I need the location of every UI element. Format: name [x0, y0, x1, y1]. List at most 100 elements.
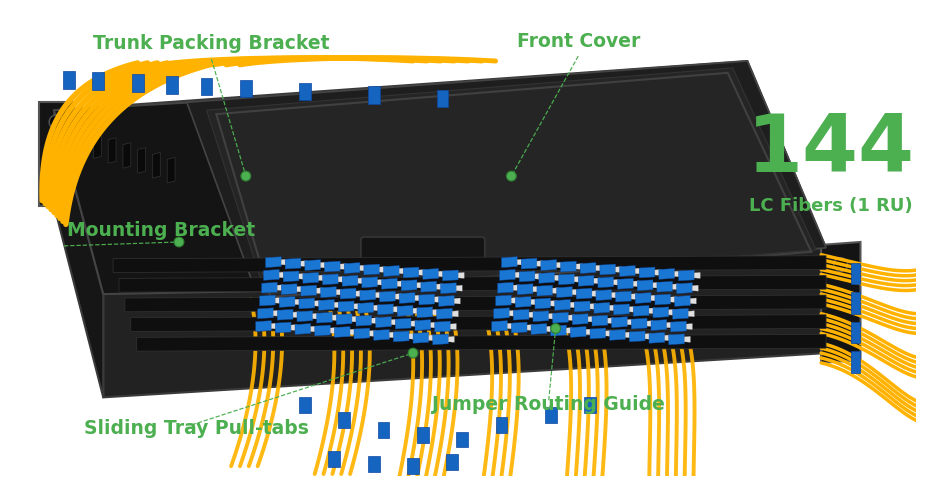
Polygon shape — [513, 309, 529, 320]
Polygon shape — [518, 284, 533, 295]
Polygon shape — [354, 303, 360, 309]
Polygon shape — [417, 282, 423, 288]
Polygon shape — [502, 257, 518, 267]
Polygon shape — [649, 333, 665, 343]
Polygon shape — [340, 264, 346, 269]
Polygon shape — [573, 314, 588, 324]
Bar — [63, 71, 74, 88]
Polygon shape — [423, 268, 439, 279]
Circle shape — [834, 258, 848, 272]
Polygon shape — [519, 271, 535, 282]
Polygon shape — [497, 282, 513, 293]
Polygon shape — [635, 268, 641, 274]
Polygon shape — [276, 322, 291, 333]
Polygon shape — [358, 278, 364, 284]
Polygon shape — [640, 267, 654, 278]
Polygon shape — [511, 322, 527, 333]
Polygon shape — [537, 261, 543, 266]
Polygon shape — [531, 324, 546, 335]
Polygon shape — [668, 309, 675, 315]
Polygon shape — [571, 326, 587, 337]
Polygon shape — [553, 312, 569, 323]
Polygon shape — [39, 102, 74, 205]
Polygon shape — [315, 325, 331, 336]
Polygon shape — [606, 330, 612, 336]
Polygon shape — [356, 315, 371, 326]
Polygon shape — [571, 302, 576, 308]
Polygon shape — [559, 274, 574, 285]
Polygon shape — [598, 277, 614, 288]
Polygon shape — [398, 305, 413, 316]
Polygon shape — [651, 295, 657, 301]
Polygon shape — [370, 330, 376, 336]
Bar — [200, 78, 212, 96]
Polygon shape — [272, 323, 277, 329]
Polygon shape — [301, 261, 307, 266]
Polygon shape — [301, 285, 317, 296]
Polygon shape — [546, 326, 553, 332]
Polygon shape — [360, 265, 366, 271]
Polygon shape — [299, 274, 304, 279]
Bar — [132, 74, 143, 92]
Polygon shape — [391, 319, 398, 325]
Bar — [167, 76, 178, 94]
Polygon shape — [439, 296, 454, 306]
Polygon shape — [394, 306, 399, 312]
Bar — [851, 322, 860, 343]
Polygon shape — [364, 264, 380, 275]
Polygon shape — [336, 314, 352, 324]
Polygon shape — [113, 256, 826, 273]
Polygon shape — [281, 284, 297, 295]
Polygon shape — [350, 329, 356, 335]
Polygon shape — [539, 273, 555, 283]
Polygon shape — [295, 324, 311, 335]
Polygon shape — [168, 157, 175, 183]
Polygon shape — [670, 321, 686, 332]
Polygon shape — [352, 316, 358, 322]
Polygon shape — [452, 311, 458, 317]
Polygon shape — [573, 289, 578, 295]
Polygon shape — [437, 308, 452, 319]
Polygon shape — [429, 335, 435, 341]
Polygon shape — [336, 289, 343, 295]
Polygon shape — [555, 275, 560, 281]
Polygon shape — [258, 308, 274, 319]
Polygon shape — [320, 287, 336, 298]
Polygon shape — [600, 264, 615, 275]
Polygon shape — [439, 271, 444, 277]
Polygon shape — [518, 259, 523, 265]
Polygon shape — [378, 279, 384, 285]
Polygon shape — [433, 334, 449, 345]
Polygon shape — [574, 276, 580, 282]
Polygon shape — [535, 298, 551, 309]
Polygon shape — [493, 308, 509, 319]
Polygon shape — [332, 315, 338, 321]
Polygon shape — [531, 299, 537, 305]
Polygon shape — [317, 312, 332, 323]
Polygon shape — [207, 68, 816, 294]
FancyBboxPatch shape — [361, 237, 485, 261]
Polygon shape — [419, 294, 435, 305]
Polygon shape — [401, 280, 417, 291]
Polygon shape — [617, 278, 633, 289]
Polygon shape — [629, 306, 635, 312]
Polygon shape — [515, 297, 531, 307]
Polygon shape — [645, 334, 651, 339]
Polygon shape — [153, 153, 160, 178]
Polygon shape — [334, 302, 340, 308]
Polygon shape — [415, 295, 421, 301]
Polygon shape — [627, 319, 633, 325]
Polygon shape — [612, 317, 627, 327]
Polygon shape — [421, 281, 437, 292]
Polygon shape — [610, 305, 615, 311]
Polygon shape — [515, 272, 521, 278]
Polygon shape — [557, 262, 562, 268]
Polygon shape — [527, 324, 533, 330]
Polygon shape — [684, 336, 691, 342]
Text: Jumper Routing Guide: Jumper Routing Guide — [432, 395, 665, 414]
Polygon shape — [334, 326, 350, 337]
Polygon shape — [398, 281, 403, 287]
Polygon shape — [344, 263, 360, 274]
Polygon shape — [304, 260, 320, 271]
Polygon shape — [560, 261, 576, 272]
